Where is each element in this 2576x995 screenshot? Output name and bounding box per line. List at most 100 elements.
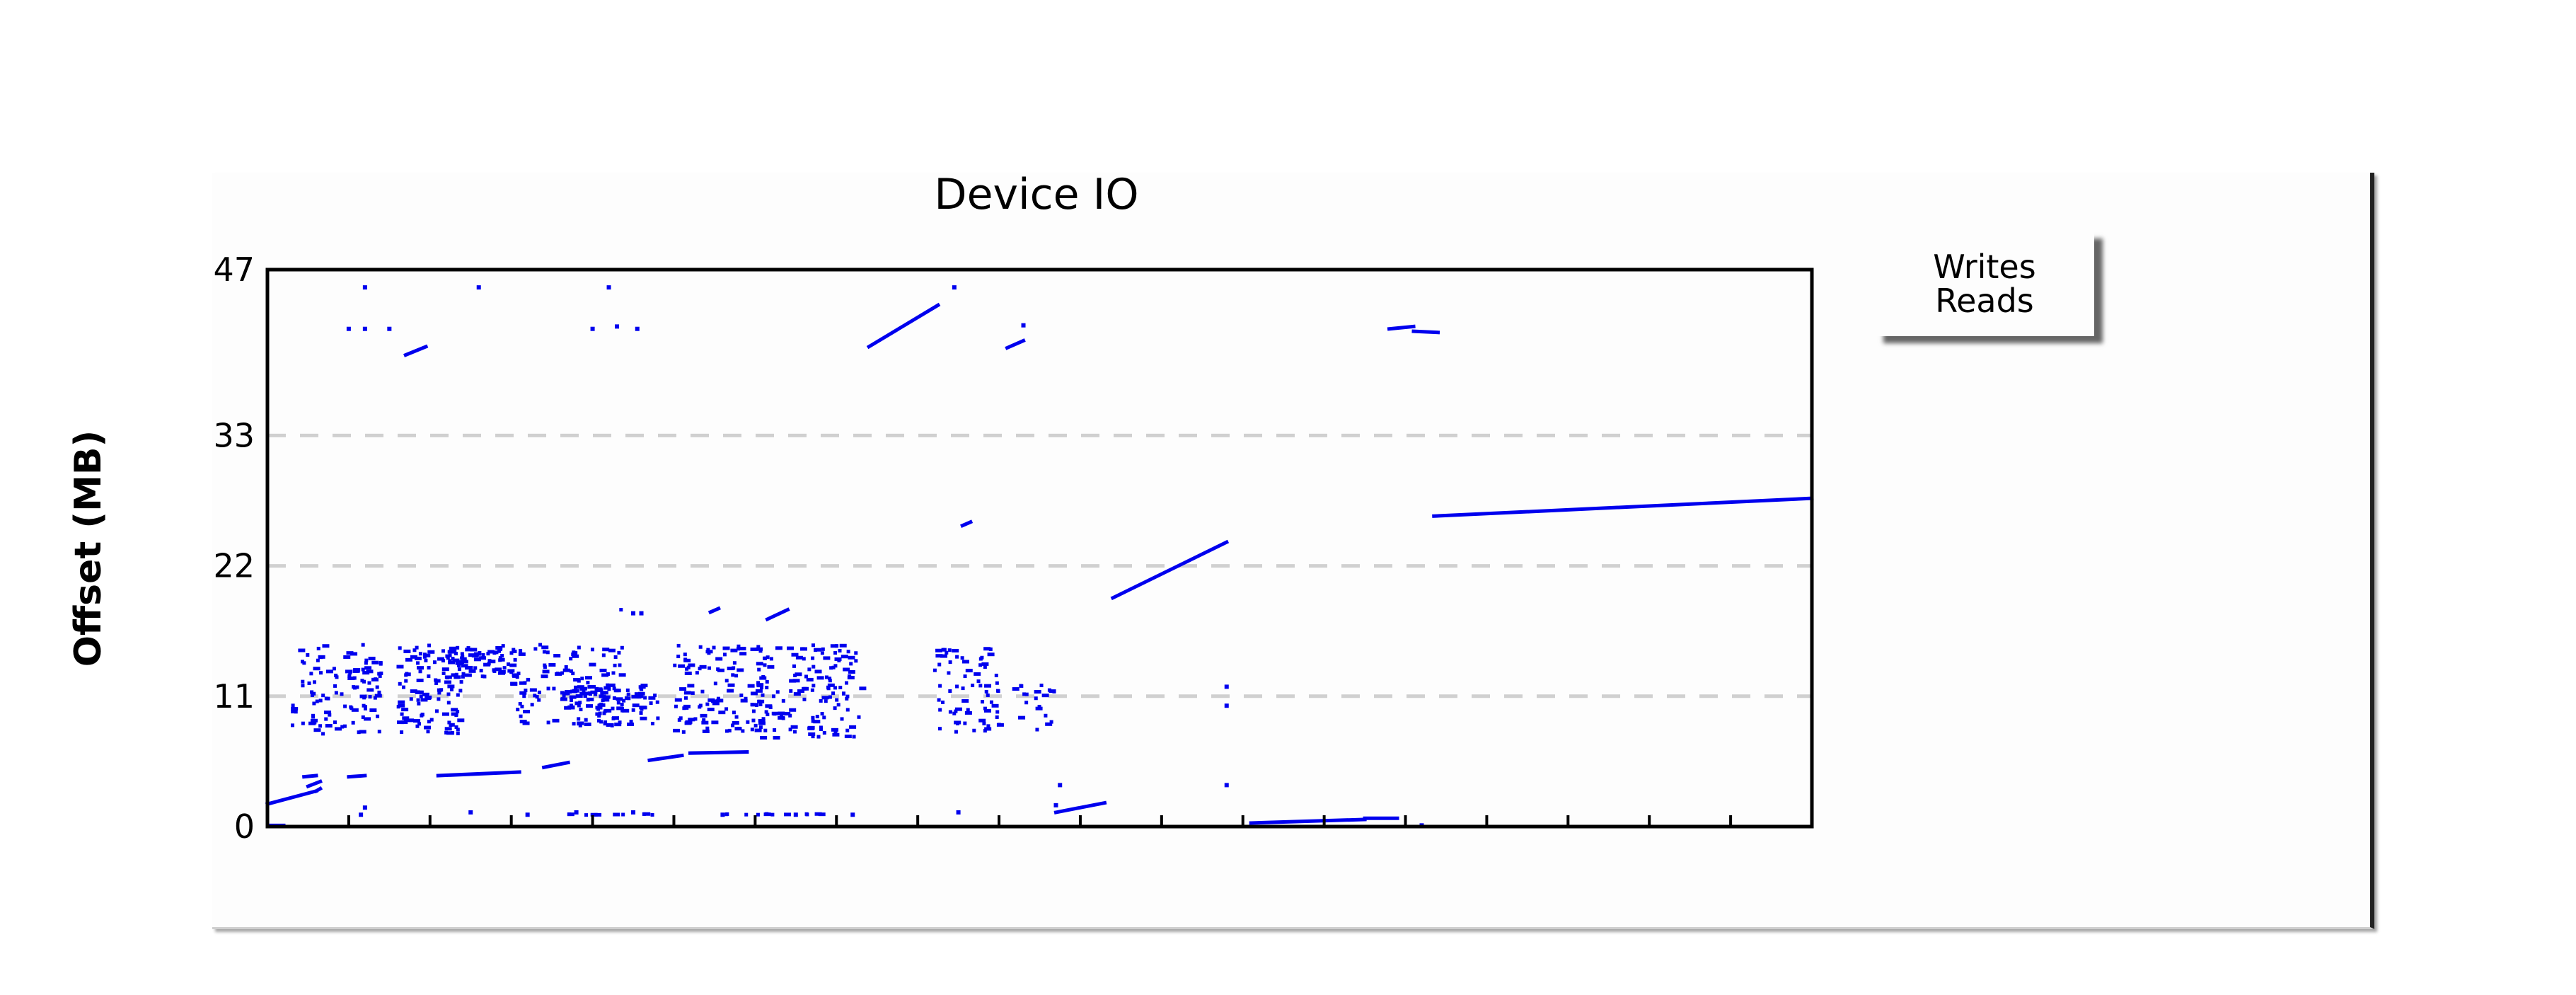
data-point <box>857 715 861 719</box>
data-point <box>808 732 816 736</box>
data-point <box>456 731 460 735</box>
data-point <box>498 658 502 662</box>
data-point <box>850 812 855 817</box>
data-segment <box>707 606 721 615</box>
data-point <box>705 702 710 706</box>
data-point <box>756 662 763 666</box>
data-point <box>631 708 635 712</box>
data-point <box>631 695 639 699</box>
data-point <box>498 669 506 674</box>
data-point <box>683 704 691 708</box>
data-point <box>961 698 969 703</box>
data-point <box>414 656 422 660</box>
data-point <box>454 652 458 656</box>
data-point <box>427 643 432 648</box>
data-point <box>543 665 547 669</box>
data-point <box>1044 713 1048 718</box>
data-point <box>772 694 776 698</box>
data-point <box>758 703 763 707</box>
data-point <box>846 650 850 654</box>
data-point <box>519 720 527 724</box>
data-point <box>1045 722 1053 726</box>
data-point <box>321 694 325 698</box>
data-point <box>611 716 616 720</box>
data-point <box>362 679 366 684</box>
data-point <box>935 654 943 658</box>
data-point <box>760 735 768 740</box>
data-point <box>525 812 530 817</box>
data-point <box>560 671 565 675</box>
data-point <box>448 653 452 657</box>
data-point <box>363 706 367 711</box>
data-point <box>1012 687 1020 691</box>
data-point <box>758 718 766 723</box>
data-point <box>941 648 945 652</box>
data-point <box>954 709 958 713</box>
data-point <box>535 695 539 699</box>
data-point <box>516 708 520 712</box>
data-point <box>716 698 724 703</box>
data-point <box>402 716 410 720</box>
data-point <box>427 650 435 654</box>
data-point <box>983 706 987 711</box>
data-point <box>631 810 636 815</box>
data-segment <box>347 773 367 779</box>
data-point <box>353 668 361 672</box>
data-point <box>409 697 413 701</box>
data-point <box>416 666 424 670</box>
data-point <box>340 692 344 696</box>
data-point <box>500 653 504 657</box>
data-point <box>351 720 355 725</box>
data-point <box>848 669 855 674</box>
data-point <box>451 712 458 716</box>
data-point <box>587 697 594 701</box>
data-point <box>492 668 496 672</box>
data-point <box>789 689 793 693</box>
data-point <box>422 692 429 696</box>
data-point <box>761 717 766 721</box>
data-point <box>427 720 431 724</box>
data-point <box>601 673 609 677</box>
data-point <box>347 674 352 678</box>
data-point <box>569 695 577 699</box>
data-point <box>739 652 747 656</box>
data-point <box>348 671 352 675</box>
data-point <box>441 671 446 675</box>
data-point <box>451 731 455 735</box>
data-point <box>806 677 814 681</box>
data-point <box>447 720 451 725</box>
data-point <box>790 725 798 729</box>
data-point <box>360 679 364 683</box>
data-point <box>937 662 942 667</box>
data-point <box>584 718 588 722</box>
data-point <box>739 646 746 650</box>
data-point <box>533 647 538 651</box>
data-point <box>854 659 858 663</box>
data-point <box>359 730 366 734</box>
data-point <box>737 644 741 648</box>
data-point <box>984 708 992 713</box>
data-point <box>833 731 838 735</box>
data-point <box>1058 783 1063 788</box>
data-point <box>448 660 456 665</box>
data-segment <box>301 773 318 779</box>
data-point <box>679 687 687 691</box>
data-point <box>492 651 497 655</box>
data-point <box>437 657 445 661</box>
data-point <box>677 718 681 722</box>
data-point <box>446 731 454 735</box>
data-point <box>684 671 692 675</box>
data-point <box>961 686 965 691</box>
data-point <box>420 713 424 718</box>
data-point <box>649 701 653 706</box>
data-point <box>614 723 622 727</box>
data-point <box>449 687 454 691</box>
data-point <box>994 673 998 677</box>
data-point <box>963 674 967 679</box>
data-point <box>620 707 624 711</box>
data-point <box>978 684 983 688</box>
data-point <box>984 727 992 731</box>
data-point <box>978 663 983 667</box>
data-point <box>983 647 991 651</box>
data-point <box>418 669 422 674</box>
